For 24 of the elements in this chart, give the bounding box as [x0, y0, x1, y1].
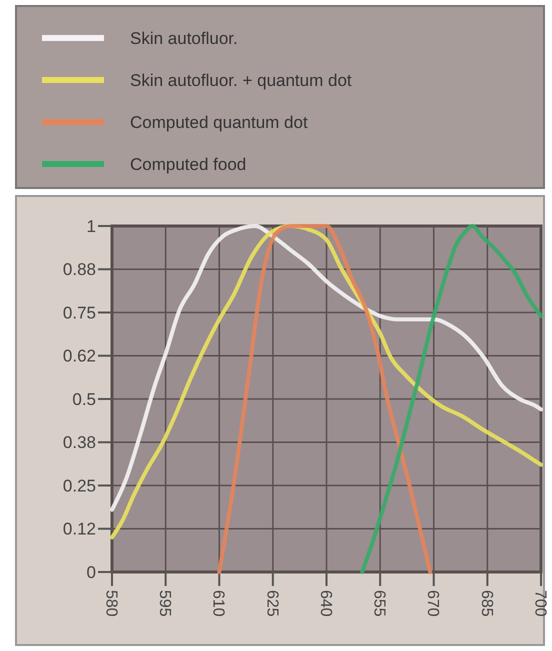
x-tick-label: 610: [210, 590, 227, 617]
y-tick-label: 0.5: [72, 390, 96, 409]
x-tick-label: 685: [478, 590, 495, 617]
x-tick-label: 640: [316, 590, 334, 617]
y-tick-label: 0.38: [62, 433, 96, 452]
y-tick-label: 0.75: [62, 303, 96, 322]
y-tick-label: 0: [86, 562, 96, 582]
legend-label: Computed quantum dot: [130, 112, 308, 132]
x-tick-label: 670: [424, 590, 442, 617]
y-tick-label: 0.25: [62, 476, 96, 496]
line-series: [217, 224, 432, 574]
line-series: [360, 224, 543, 574]
x-tick-label: 625: [263, 590, 280, 617]
y-tick-label: 0.88: [62, 260, 96, 280]
legend-label: Skin autofluor.: [130, 28, 238, 48]
legend-label: Computed food: [130, 154, 246, 174]
x-tick-label: 655: [370, 590, 388, 617]
y-tick-label: 0.12: [62, 520, 96, 539]
x-tick-label: 595: [156, 590, 174, 617]
x-tick-label: 700: [531, 590, 548, 617]
x-tick-label: 580: [102, 590, 120, 617]
y-tick-label: 0.62: [62, 346, 96, 366]
legend-label: Skin autofluor. + quantum dot: [130, 70, 352, 90]
y-tick-label: 1: [86, 216, 96, 236]
